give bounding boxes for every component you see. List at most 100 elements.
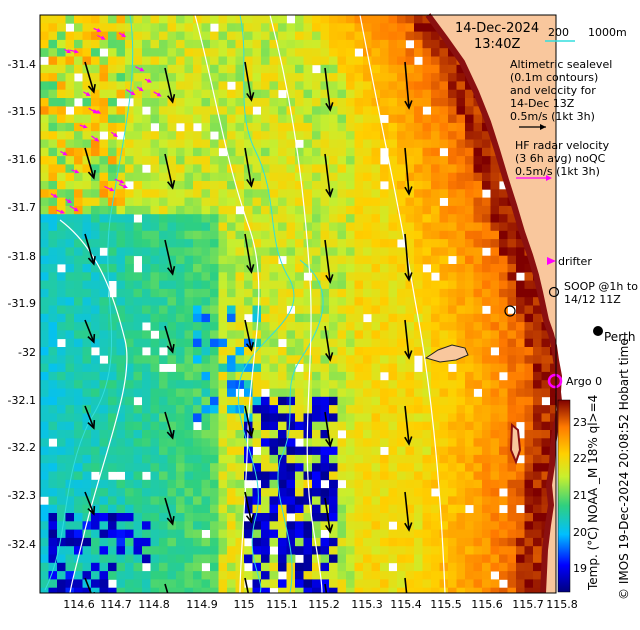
sst-cell — [218, 230, 228, 240]
sst-cell — [227, 338, 236, 348]
sst-cell — [82, 131, 92, 140]
sealevel-contour-line — [269, 15, 323, 593]
sst-cell — [456, 64, 466, 74]
sst-cell — [193, 529, 202, 539]
sst-cell — [295, 446, 304, 456]
sst-cell — [405, 513, 415, 522]
sst-cell — [82, 280, 92, 290]
sst-cell — [346, 546, 355, 555]
sst-cell — [490, 380, 500, 389]
sst-cell — [448, 280, 457, 290]
sst-cell — [507, 454, 517, 464]
sst-cell — [176, 214, 185, 223]
sst-cell — [133, 122, 143, 132]
sst-cell — [524, 430, 534, 439]
sst-cell — [210, 205, 219, 215]
sst-cell — [431, 413, 440, 423]
sst-cell — [210, 114, 219, 124]
sst-cell — [431, 571, 440, 580]
sst-cell — [40, 297, 49, 306]
sst-cell — [422, 164, 432, 174]
sst-cell — [74, 313, 83, 323]
sst-cell — [159, 222, 168, 232]
sst-cell — [235, 413, 245, 423]
sst-cell — [320, 388, 330, 398]
sst-cell — [456, 156, 466, 165]
sst-cell — [48, 89, 58, 99]
sst-cell — [303, 106, 313, 115]
sst-cell — [184, 131, 194, 140]
sst-cell — [431, 197, 440, 207]
sst-cell — [380, 380, 389, 389]
sst-cell — [235, 438, 245, 447]
sst-cell — [57, 131, 66, 140]
sst-cell — [91, 313, 100, 323]
sst-cell — [133, 371, 143, 381]
sst-cell — [184, 31, 194, 41]
sst-cell — [252, 546, 262, 555]
sst-cell — [439, 164, 449, 174]
sst-cell — [261, 554, 270, 564]
sst-cell — [193, 471, 202, 481]
sst-cell — [397, 147, 406, 157]
sst-cell — [65, 405, 75, 414]
sst-cell — [397, 214, 406, 223]
sst-cell — [482, 264, 491, 273]
sst-cell — [269, 521, 279, 530]
sst-cell — [278, 438, 287, 447]
sst-cell — [371, 48, 381, 57]
sst-cell — [99, 214, 109, 223]
sst-cell — [133, 89, 143, 99]
sst-cell — [150, 131, 160, 140]
sst-cell — [354, 297, 364, 306]
sst-cell — [261, 139, 270, 149]
sst-cell — [346, 521, 355, 530]
sst-cell — [414, 579, 423, 589]
sst-cell — [473, 554, 483, 564]
sst-cell — [167, 297, 177, 306]
sst-cell — [278, 537, 287, 547]
sst-cell — [286, 355, 296, 364]
sst-cell — [397, 479, 406, 489]
sst-cell — [150, 189, 160, 198]
sst-cell — [201, 313, 211, 323]
sst-cell — [354, 521, 364, 530]
sst-cell — [397, 388, 406, 398]
sst-cell — [422, 205, 432, 215]
sst-cell — [490, 330, 500, 340]
sst-cell — [167, 189, 177, 198]
sst-cell — [507, 471, 517, 481]
sst-cell — [380, 164, 389, 174]
sst-cell — [184, 363, 194, 373]
sst-cell — [133, 571, 143, 580]
sst-cell — [320, 571, 330, 580]
sst-cell — [184, 338, 194, 348]
sst-cell — [99, 15, 109, 24]
sst-cell — [48, 15, 58, 24]
sst-cell — [388, 64, 398, 74]
sst-cell — [57, 89, 66, 99]
sst-cell — [235, 89, 245, 99]
sst-cell — [48, 172, 58, 182]
sst-cell — [167, 39, 177, 49]
sst-cell — [74, 446, 83, 456]
sst-cell — [227, 388, 236, 398]
sst-cell — [218, 280, 228, 290]
sst-cell — [295, 322, 304, 331]
sst-cell — [57, 513, 66, 522]
sst-cell — [150, 363, 160, 373]
sst-cell — [422, 139, 432, 149]
sst-cell — [346, 114, 355, 124]
sst-cell — [176, 479, 185, 489]
sst-cell — [354, 106, 364, 115]
sst-cell — [167, 15, 177, 24]
sst-cell — [40, 571, 49, 580]
sst-cell — [499, 380, 508, 389]
sst-cell — [516, 488, 525, 497]
sst-cell — [159, 579, 168, 589]
sst-cell — [184, 438, 194, 447]
sst-cell — [201, 421, 211, 431]
sst-cell — [490, 479, 500, 489]
sst-cell — [218, 380, 228, 389]
sst-cell — [261, 247, 270, 257]
